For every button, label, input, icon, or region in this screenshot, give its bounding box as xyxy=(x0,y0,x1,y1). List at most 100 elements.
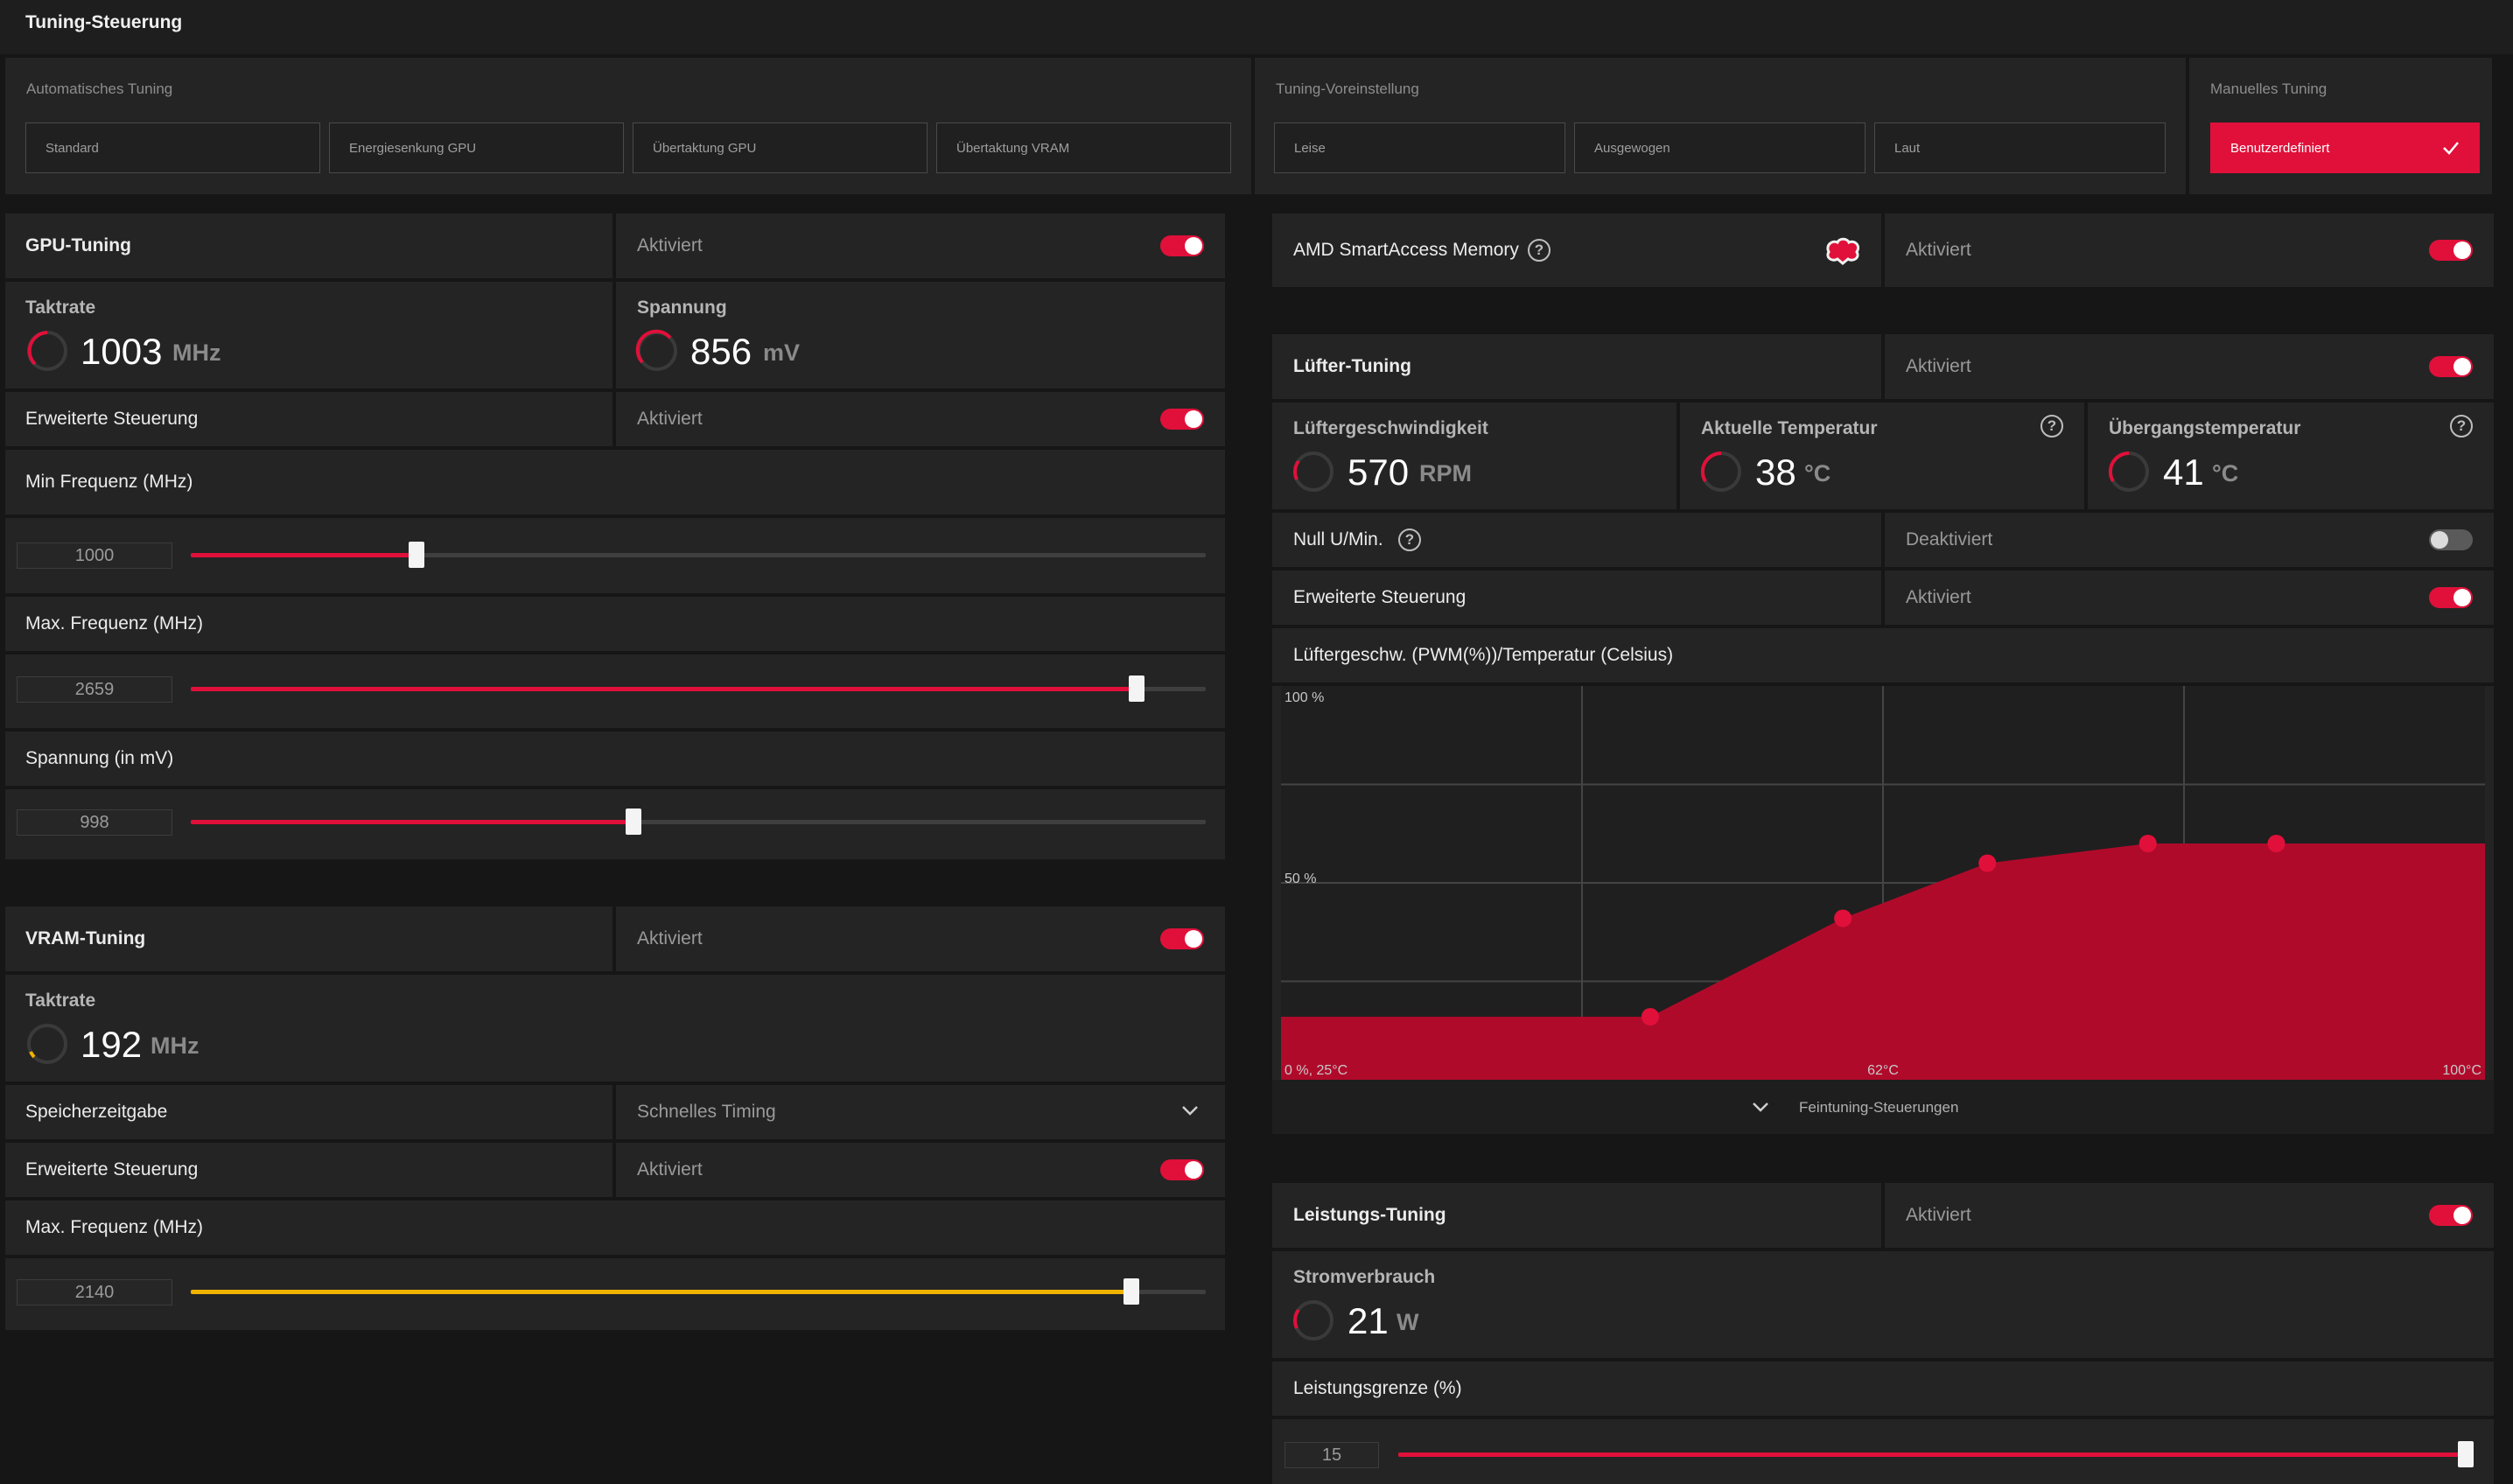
voltage-slider-row: 998 xyxy=(5,789,1225,859)
gpu-tuning-header: GPU-Tuning xyxy=(5,214,612,278)
fan-curve-point[interactable] xyxy=(2267,835,2286,852)
current-temp-panel: Aktuelle Temperatur ? 38 °C xyxy=(1680,402,2084,509)
fan-tuning-toggle[interactable] xyxy=(2429,356,2473,377)
gpu-tuning-toggle[interactable] xyxy=(1160,235,1204,256)
undervolt-gpu-button[interactable]: Energiesenkung GPU xyxy=(329,122,624,173)
fan-curve-point[interactable] xyxy=(1834,909,1852,928)
balanced-preset-button[interactable]: Ausgewogen xyxy=(1574,122,1866,173)
standard-button[interactable]: Standard xyxy=(25,122,320,173)
sam-toggle[interactable] xyxy=(2429,240,2473,261)
gpu-advanced-status-row: Aktiviert xyxy=(616,392,1225,446)
voltage-slider-label: Spannung (in mV) xyxy=(25,748,174,768)
fan-advanced-status-row: Aktiviert xyxy=(1885,570,2494,625)
gpu-clock-gauge-icon xyxy=(27,331,67,371)
voltage-input[interactable]: 998 xyxy=(17,809,172,836)
current-temp-value: 38 xyxy=(1755,452,1796,493)
voltage-slider-thumb[interactable] xyxy=(625,808,641,835)
vram-max-freq-slider-thumb[interactable] xyxy=(1124,1278,1140,1305)
fan-curve-point[interactable] xyxy=(2138,835,2157,852)
fan-curve-point[interactable] xyxy=(1641,1008,1659,1026)
vram-advanced-toggle[interactable] xyxy=(1160,1159,1204,1180)
power-tuning-header: Leistungs-Tuning xyxy=(1272,1183,1881,1248)
min-freq-input[interactable]: 1000 xyxy=(17,542,172,569)
max-freq-slider-thumb[interactable] xyxy=(1129,676,1145,702)
power-tuning-toggle[interactable] xyxy=(2429,1205,2473,1226)
power-tuning-status: Aktiviert xyxy=(1906,1205,1971,1225)
overclock-vram-button[interactable]: Übertaktung VRAM xyxy=(936,122,1231,173)
vram-max-freq-slider[interactable] xyxy=(191,1278,1206,1305)
power-tuning-status-row: Aktiviert xyxy=(1885,1183,2494,1248)
max-freq-slider[interactable] xyxy=(191,676,1206,702)
power-limit-slider-row: 15 xyxy=(1272,1419,2494,1484)
auto-tuning-title: Automatisches Tuning xyxy=(26,80,173,97)
gpu-voltage-value: 856 xyxy=(690,331,752,372)
fine-tuning-toggle-row[interactable]: Feintuning-Steuerungen xyxy=(1272,1080,2494,1134)
min-freq-slider[interactable] xyxy=(191,542,1206,568)
current-temp-gauge-icon xyxy=(1700,451,1741,492)
sam-status: Aktiviert xyxy=(1906,240,1971,260)
fan-speed-gauge-icon xyxy=(1293,452,1334,492)
fan-curve-point[interactable] xyxy=(1978,854,1997,872)
max-freq-label: Max. Frequenz (MHz) xyxy=(25,613,204,634)
gpu-advanced-toggle[interactable] xyxy=(1160,409,1204,430)
junction-temp-panel: Übergangstemperatur ? 41 °C xyxy=(2088,402,2494,509)
memory-timing-row: Speicherzeitgabe xyxy=(5,1085,612,1139)
help-icon[interactable]: ? xyxy=(1528,239,1550,262)
gpu-voltage-gauge-icon xyxy=(635,329,677,371)
fan-speed-label: Lüftergeschwindigkeit xyxy=(1293,418,1488,438)
loud-preset-button[interactable]: Laut xyxy=(1874,122,2166,173)
gpu-advanced-label: Erweiterte Steuerung xyxy=(25,409,199,429)
sam-row: AMD SmartAccess Memory ? xyxy=(1272,214,1881,287)
fan-curve-chart[interactable]: 100 % 50 % 0 %, 25°C 62°C 100°C xyxy=(1281,686,2485,1080)
fan-curve-area xyxy=(1281,844,2485,1080)
min-freq-slider-thumb[interactable] xyxy=(408,542,424,568)
current-temp-unit: °C xyxy=(1804,460,1831,486)
voltage-slider[interactable] xyxy=(191,808,1206,835)
power-consumption-unit: W xyxy=(1396,1309,1419,1335)
power-limit-input[interactable]: 15 xyxy=(1284,1442,1379,1468)
page-title: Tuning-Steuerung xyxy=(25,12,183,32)
min-freq-header: Min Frequenz (MHz) xyxy=(5,450,1225,514)
fan-tuning-header: Lüfter-Tuning xyxy=(1272,334,1881,399)
help-icon[interactable]: ? xyxy=(2450,415,2473,438)
zero-rpm-toggle[interactable] xyxy=(2429,529,2473,550)
vram-tuning-toggle[interactable] xyxy=(1160,928,1204,949)
fan-advanced-row: Erweiterte Steuerung xyxy=(1272,570,1881,625)
fan-curve-title: Lüftergeschw. (PWM(%))/Temperatur (Celsi… xyxy=(1293,645,1674,665)
gpu-voltage-label: Spannung xyxy=(637,298,727,318)
max-freq-input[interactable]: 2659 xyxy=(17,676,172,703)
fan-advanced-label: Erweiterte Steuerung xyxy=(1293,587,1466,607)
zero-rpm-status: Deaktiviert xyxy=(1906,529,1993,550)
fine-tuning-label: Feintuning-Steuerungen xyxy=(1799,1099,1959,1116)
voltage-slider-header: Spannung (in mV) xyxy=(5,732,1225,786)
quiet-preset-button[interactable]: Leise xyxy=(1274,122,1565,173)
chevron-down-icon xyxy=(1753,1102,1768,1112)
vram-max-freq-input[interactable]: 2140 xyxy=(17,1279,172,1306)
gpu-tuning-status: Aktiviert xyxy=(637,235,703,256)
overclock-gpu-button[interactable]: Übertaktung GPU xyxy=(633,122,928,173)
memory-timing-label: Speicherzeitgabe xyxy=(25,1102,168,1122)
custom-tuning-button[interactable]: Benutzerdefiniert xyxy=(2210,122,2480,173)
power-limit-slider-thumb[interactable] xyxy=(2458,1441,2474,1467)
fan-speed-panel: Lüftergeschwindigkeit 570 RPM xyxy=(1272,402,1676,509)
help-icon[interactable]: ? xyxy=(1398,528,1421,551)
vram-advanced-status: Aktiviert xyxy=(637,1159,703,1180)
sam-status-row: Aktiviert xyxy=(1885,214,2494,287)
junction-temp-label: Übergangstemperatur xyxy=(2109,418,2301,438)
fan-advanced-toggle[interactable] xyxy=(2429,587,2473,608)
power-consumption-value: 21 xyxy=(1348,1300,1389,1341)
vram-tuning-status-row: Aktiviert xyxy=(616,906,1225,971)
vram-tuning-title: VRAM-Tuning xyxy=(25,928,146,948)
title-bar: Tuning-Steuerung xyxy=(0,0,2513,54)
fan-curve-panel: 100 % 50 % 0 %, 25°C 62°C 100°C Feintuning-S… xyxy=(1272,686,2494,1134)
memory-timing-dropdown[interactable]: Schnelles Timing xyxy=(616,1085,1225,1139)
help-icon[interactable]: ? xyxy=(2040,415,2063,438)
power-tuning-title: Leistungs-Tuning xyxy=(1293,1205,1446,1225)
chevron-down-icon xyxy=(1182,1106,1198,1116)
gpu-voltage-panel: Spannung 856 mV xyxy=(616,282,1225,388)
power-limit-slider[interactable] xyxy=(1398,1441,2474,1467)
min-freq-label: Min Frequenz (MHz) xyxy=(25,472,193,492)
max-freq-header: Max. Frequenz (MHz) xyxy=(5,597,1225,651)
gpu-clock-panel: Taktrate 1003 MHz xyxy=(5,282,612,388)
custom-tuning-label: Benutzerdefiniert xyxy=(2230,140,2330,156)
